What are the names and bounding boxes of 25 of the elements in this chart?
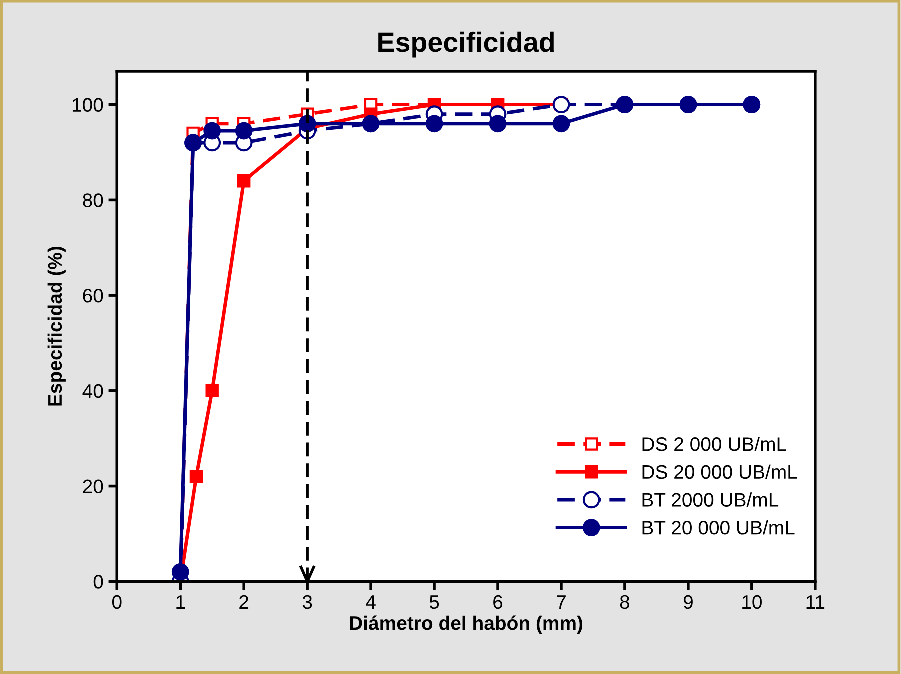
x-tick-label: 8 bbox=[620, 595, 630, 610]
legend-label: DS 20 000 UB/mL bbox=[642, 464, 798, 480]
y-tick-label: 0 bbox=[94, 575, 104, 589]
x-tick-label: 5 bbox=[430, 596, 440, 610]
x-tick-label: 11 bbox=[806, 596, 825, 609]
legend-label: BT 2000 UB/mL bbox=[642, 492, 779, 507]
x-tick-label: 2 bbox=[240, 595, 249, 609]
x-tick-label: 3 bbox=[302, 595, 312, 610]
legend-label: BT 20 000 UB/mL bbox=[642, 520, 795, 535]
x-tick-label: 7 bbox=[557, 596, 566, 609]
y-tick-label: 60 bbox=[83, 289, 104, 303]
y-tick-label: 40 bbox=[82, 384, 104, 398]
y-axis-title: Especificidad (%) bbox=[48, 247, 66, 406]
x-tick-label: 1 bbox=[176, 596, 186, 609]
chart-title: Especificidad bbox=[378, 32, 554, 58]
x-tick-label: 6 bbox=[494, 595, 503, 610]
y-tick-label: 20 bbox=[83, 480, 104, 494]
x-axis-title: Diámetro del habón (mm) bbox=[350, 616, 583, 634]
x-tick-label: 10 bbox=[742, 595, 762, 610]
x-tick-label: 0 bbox=[112, 595, 122, 610]
y-tick-label: 100 bbox=[72, 98, 104, 112]
x-tick-label: 9 bbox=[684, 595, 693, 610]
legend-label: DS 2 000 UB/mL bbox=[642, 436, 786, 452]
y-tick-label: 80 bbox=[83, 194, 104, 208]
x-tick-label: 4 bbox=[366, 596, 376, 609]
